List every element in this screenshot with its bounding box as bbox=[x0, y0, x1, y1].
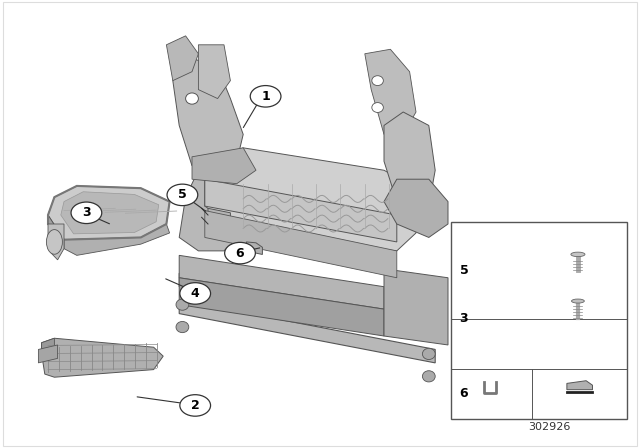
Polygon shape bbox=[38, 345, 58, 363]
Ellipse shape bbox=[186, 93, 198, 104]
Ellipse shape bbox=[422, 349, 435, 359]
Text: 3: 3 bbox=[82, 206, 91, 220]
Polygon shape bbox=[384, 112, 435, 206]
Circle shape bbox=[180, 283, 211, 304]
Polygon shape bbox=[61, 192, 159, 234]
Text: 302926: 302926 bbox=[528, 422, 570, 432]
Polygon shape bbox=[179, 300, 435, 363]
Polygon shape bbox=[42, 338, 54, 354]
Polygon shape bbox=[179, 157, 256, 251]
FancyBboxPatch shape bbox=[451, 222, 627, 419]
Polygon shape bbox=[64, 224, 170, 255]
Text: 6: 6 bbox=[460, 387, 468, 400]
Text: 4: 4 bbox=[191, 287, 200, 300]
Ellipse shape bbox=[47, 229, 63, 254]
Text: 6: 6 bbox=[236, 246, 244, 260]
Circle shape bbox=[180, 395, 211, 416]
Ellipse shape bbox=[422, 371, 435, 382]
Text: 5: 5 bbox=[178, 188, 187, 202]
Polygon shape bbox=[205, 179, 397, 242]
Ellipse shape bbox=[372, 103, 383, 112]
Polygon shape bbox=[48, 224, 64, 260]
Polygon shape bbox=[198, 45, 230, 99]
Polygon shape bbox=[205, 148, 416, 251]
Circle shape bbox=[71, 202, 102, 224]
Polygon shape bbox=[173, 58, 243, 166]
Polygon shape bbox=[48, 186, 170, 240]
Ellipse shape bbox=[176, 299, 189, 310]
Polygon shape bbox=[246, 242, 262, 254]
Polygon shape bbox=[42, 338, 163, 377]
Circle shape bbox=[250, 86, 281, 107]
Polygon shape bbox=[192, 148, 256, 184]
Ellipse shape bbox=[372, 76, 383, 86]
Polygon shape bbox=[205, 211, 397, 278]
Polygon shape bbox=[179, 255, 384, 309]
Polygon shape bbox=[208, 217, 221, 228]
Text: 3: 3 bbox=[460, 311, 468, 325]
Polygon shape bbox=[179, 273, 435, 336]
Text: 5: 5 bbox=[460, 263, 468, 276]
Polygon shape bbox=[365, 49, 416, 134]
Ellipse shape bbox=[572, 299, 584, 303]
Polygon shape bbox=[166, 36, 198, 81]
Circle shape bbox=[167, 184, 198, 206]
Ellipse shape bbox=[176, 322, 189, 332]
Polygon shape bbox=[48, 215, 64, 249]
Polygon shape bbox=[208, 208, 230, 226]
Text: 1: 1 bbox=[261, 90, 270, 103]
Polygon shape bbox=[179, 278, 384, 336]
Polygon shape bbox=[384, 179, 448, 237]
Circle shape bbox=[225, 242, 255, 264]
Polygon shape bbox=[567, 381, 593, 390]
Text: 2: 2 bbox=[191, 399, 200, 412]
Polygon shape bbox=[384, 269, 448, 345]
Ellipse shape bbox=[571, 252, 585, 257]
